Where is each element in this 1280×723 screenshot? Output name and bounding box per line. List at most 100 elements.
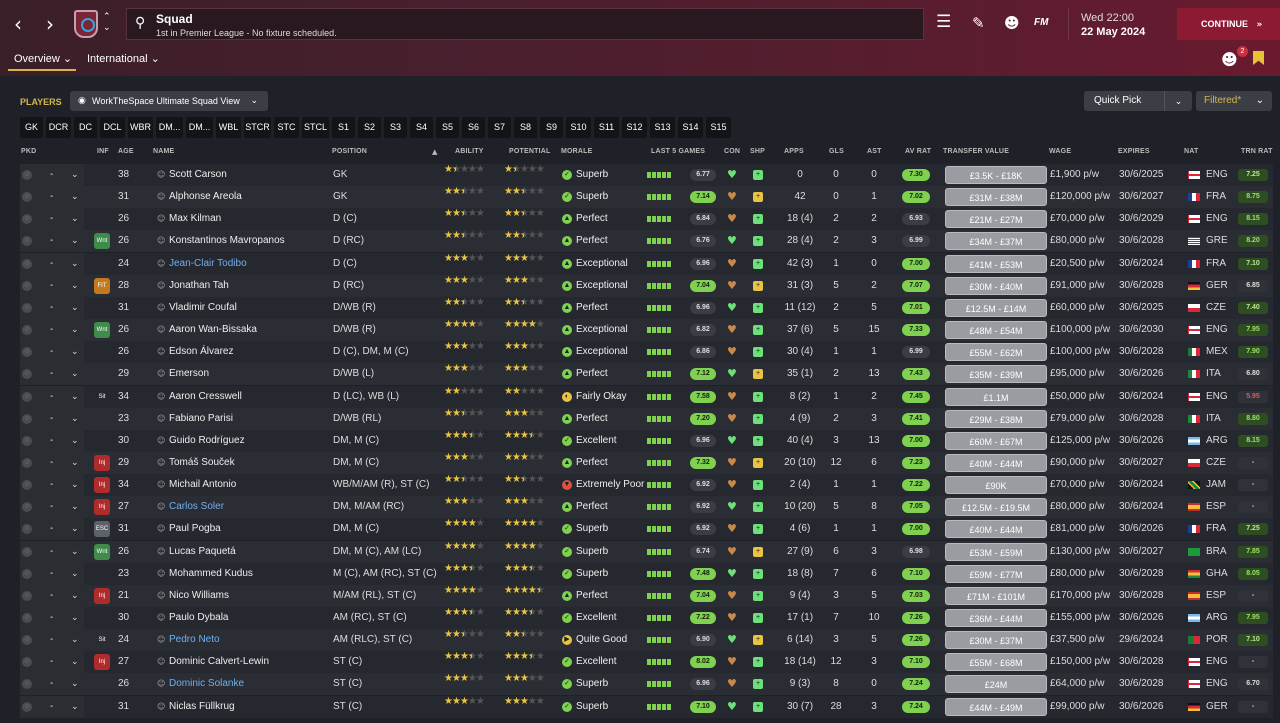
table-row[interactable]: ○ - ⌄ ESC 31 ☺ Paul Pogba DM, M (C) ★★★★★ ★★★★★ ✓ S… — [20, 518, 1273, 541]
player-name[interactable]: Aaron Wan-Bissaka — [169, 324, 257, 336]
row-dropdown-icon[interactable]: ⌄ — [71, 347, 79, 358]
pkd-status-icon[interactable]: ○ — [22, 236, 32, 247]
position-filter-8[interactable]: STCR — [244, 117, 271, 138]
position-filter-7[interactable]: WBL — [216, 117, 241, 138]
position-filter-17[interactable]: S7 — [488, 117, 511, 138]
player-name[interactable]: Tomáš Souček — [169, 456, 235, 468]
transfer-value[interactable]: £12.5M - £14M — [945, 298, 1047, 317]
pkd-status-icon[interactable]: ○ — [22, 214, 32, 225]
row-dropdown-icon[interactable]: ⌄ — [71, 502, 79, 513]
col-con[interactable]: CON — [724, 148, 741, 155]
info-badge[interactable]: Inj — [94, 587, 110, 604]
player-name[interactable]: Aaron Cresswell — [169, 390, 242, 402]
table-row[interactable]: ○ - ⌄ 23 ☺ Fabiano Parisi D/WB (RL) ★★★★★ ★★★★★ ▲… — [20, 407, 1273, 430]
row-dropdown-icon[interactable]: ⌄ — [71, 170, 79, 180]
position-filter-4[interactable]: WBR — [128, 117, 153, 138]
transfer-value[interactable]: £55M - £68M — [945, 653, 1047, 672]
player-name[interactable]: Paulo Dybala — [169, 612, 229, 623]
player-name[interactable]: Dominic Solanke — [169, 678, 245, 690]
col-nat[interactable]: NAT — [1184, 148, 1199, 155]
transfer-value[interactable]: £59M - £77M — [945, 564, 1047, 583]
col-age[interactable]: AGE — [118, 148, 134, 155]
row-dropdown-icon[interactable]: ⌄ — [71, 413, 79, 424]
player-name[interactable]: Niclas Füllkrug — [169, 700, 235, 712]
pkd-status-icon[interactable]: ○ — [22, 679, 32, 690]
transfer-value[interactable]: £55M - £62M — [945, 343, 1047, 362]
table-row[interactable]: ○ - ⌄ Inj 34 ☺ Michail Antonio WB/M/AM (R), ST … — [20, 474, 1273, 497]
player-name[interactable]: Scott Carson — [169, 169, 227, 180]
player-name[interactable]: Carlos Soler — [169, 501, 225, 513]
row-dropdown-icon[interactable]: ⌄ — [71, 192, 79, 203]
menu-icon[interactable]: ☰ — [936, 12, 952, 32]
transfer-value[interactable]: £53M - £59M — [945, 542, 1047, 561]
table-row[interactable]: ○ - ⌄ 31 ☺ Niclas Füllkrug ST (C) ★★★★★ ★★★★★ ✓ Su… — [20, 695, 1273, 718]
transfer-value[interactable]: £71M - £101M — [945, 586, 1047, 605]
transfer-value[interactable]: £3.5K - £18K — [945, 166, 1047, 184]
position-filter-15[interactable]: S5 — [436, 117, 459, 138]
pkd-status-icon[interactable]: ○ — [22, 546, 32, 557]
screen-search-box[interactable]: ⚲ Squad 1st in Premier League - No fixtu… — [126, 8, 924, 40]
row-dropdown-icon[interactable]: ⌄ — [71, 280, 79, 291]
position-filter-0[interactable]: GK — [20, 117, 43, 138]
col-gls[interactable]: GLS — [829, 148, 844, 155]
row-dropdown-icon[interactable]: ⌄ — [71, 635, 79, 646]
info-badge[interactable]: Sit — [94, 389, 110, 405]
player-name[interactable]: Alphonse Areola — [169, 191, 242, 203]
info-badge[interactable]: Inj — [94, 654, 110, 671]
skull-icon[interactable]: ☻ — [1004, 14, 1020, 32]
tab-overview[interactable]: Overview ⌄ — [14, 53, 73, 65]
pkd-status-icon[interactable]: ○ — [22, 590, 32, 601]
info-badge[interactable]: Wnt — [94, 322, 110, 339]
pkd-status-icon[interactable]: ○ — [22, 192, 32, 203]
table-row[interactable]: ○ - ⌄ Sit 34 ☺ Aaron Cresswell D (LC), WB (L) ★★… — [20, 385, 1273, 408]
col-ability[interactable]: ABILITY — [455, 148, 484, 155]
pkd-status-icon[interactable]: ○ — [22, 457, 32, 468]
position-filter-20[interactable]: S10 — [566, 117, 591, 138]
position-filter-24[interactable]: S14 — [678, 117, 703, 138]
col-expires[interactable]: EXPIRES — [1118, 148, 1150, 155]
row-dropdown-icon[interactable]: ⌄ — [71, 457, 79, 468]
pkd-status-icon[interactable]: ○ — [22, 502, 32, 513]
pkd-status-icon[interactable]: ○ — [22, 391, 32, 402]
pkd-status-icon[interactable]: ○ — [22, 413, 32, 424]
row-dropdown-icon[interactable]: ⌄ — [71, 480, 79, 491]
back-icon[interactable]: ‹ — [14, 12, 22, 36]
pkd-status-icon[interactable]: ○ — [22, 170, 32, 180]
table-row[interactable]: ○ - ⌄ Wnt 26 ☺ Lucas Paquetá DM, M (C), AM (LC)… — [20, 540, 1273, 563]
position-filter-9[interactable]: STC — [274, 117, 299, 138]
row-dropdown-icon[interactable]: ⌄ — [71, 236, 79, 247]
row-dropdown-icon[interactable]: ⌄ — [71, 657, 79, 668]
row-dropdown-icon[interactable]: ⌄ — [71, 302, 79, 313]
transfer-value[interactable]: £35M - £39M — [945, 365, 1047, 384]
row-dropdown-icon[interactable]: ⌄ — [71, 568, 79, 579]
quick-pick-button[interactable]: Quick Pick ⌄ — [1084, 91, 1192, 111]
row-dropdown-icon[interactable]: ⌄ — [71, 258, 79, 269]
sort-asc-icon[interactable]: ▲ — [432, 148, 438, 156]
club-switch-icon[interactable]: ⌃ ⌄ — [103, 12, 111, 33]
col-last5[interactable]: LAST 5 GAMES — [651, 148, 706, 155]
table-row[interactable]: ○ - ⌄ 38 ☺ Scott Carson GK ★★★★★ ★★★★★ ✓ Superb 6.7… — [20, 164, 1273, 186]
player-name[interactable]: Jean-Clair Todibo — [169, 257, 247, 269]
pkd-status-icon[interactable]: ○ — [22, 635, 32, 646]
position-filter-2[interactable]: DC — [74, 117, 97, 138]
col-morale[interactable]: MORALE — [561, 148, 593, 155]
transfer-value[interactable]: £24M — [945, 675, 1047, 694]
pkd-status-icon[interactable]: ○ — [22, 657, 32, 668]
pkd-status-icon[interactable]: ○ — [22, 613, 32, 623]
player-name[interactable]: Fabiano Parisi — [169, 412, 233, 424]
pkd-status-icon[interactable]: ○ — [22, 280, 32, 291]
row-dropdown-icon[interactable]: ⌄ — [71, 369, 79, 380]
position-filter-3[interactable]: DCL — [100, 117, 125, 138]
row-dropdown-icon[interactable]: ⌄ — [71, 214, 79, 225]
pkd-status-icon[interactable]: ○ — [22, 325, 32, 336]
position-filter-14[interactable]: S4 — [410, 117, 433, 138]
row-dropdown-icon[interactable]: ⌄ — [71, 701, 79, 712]
transfer-value[interactable]: £44M - £49M — [945, 697, 1047, 716]
pkd-status-icon[interactable]: ○ — [22, 369, 32, 380]
player-name[interactable]: Guido Rodríguez — [169, 434, 245, 446]
player-name[interactable]: Vladimir Coufal — [169, 301, 237, 313]
table-row[interactable]: ○ - ⌄ Inj 21 ☺ Nico Williams M/AM (RL), ST (C) ★… — [20, 584, 1273, 607]
transfer-value[interactable]: £90K — [945, 476, 1047, 495]
transfer-value[interactable]: £31M - £38M — [945, 188, 1047, 207]
player-name[interactable]: Nico Williams — [169, 589, 229, 601]
